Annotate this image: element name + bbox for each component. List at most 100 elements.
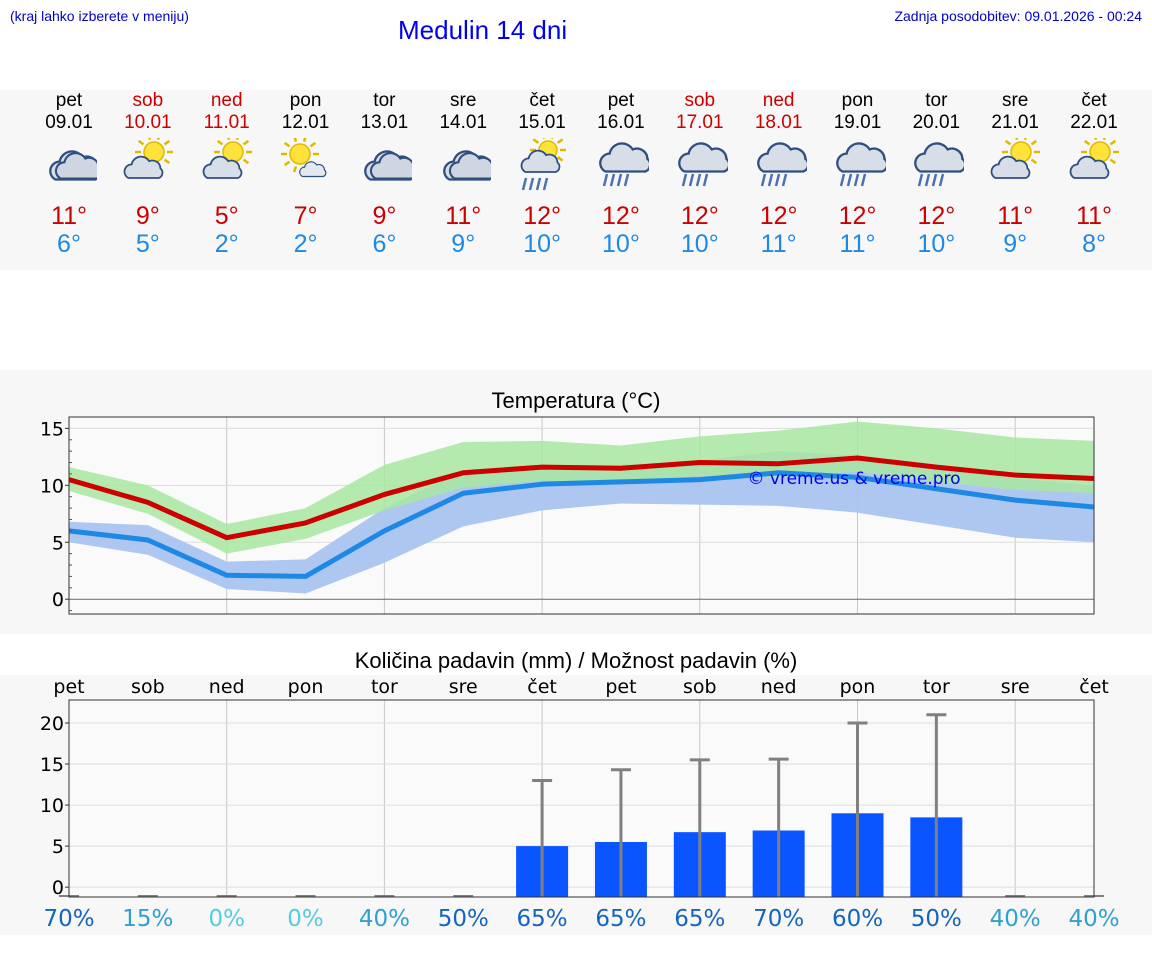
day-name: sre [450, 90, 477, 111]
weather-icon-slot [660, 134, 740, 202]
day-name: pon [289, 90, 322, 111]
precip-chance: 40% [1068, 906, 1119, 932]
precip-chance: 15% [122, 906, 173, 932]
y-tick-label: 15 [40, 418, 64, 440]
rain-icon [835, 142, 886, 187]
sun-cloud-icon [202, 138, 252, 179]
weather-icon-slot [502, 134, 582, 202]
max-temp-band [69, 421, 1095, 554]
min-temp: 2° [293, 230, 318, 258]
min-temp: 11° [839, 230, 876, 258]
day-label: tor [923, 676, 950, 698]
sun-rain-icon [520, 138, 567, 191]
weather-icon-slot [975, 134, 1055, 202]
max-temp: 9° [135, 202, 160, 230]
precip-chance: 65% [674, 906, 725, 932]
max-temp: 5° [214, 202, 239, 230]
max-temp: 7° [293, 202, 318, 230]
min-temp: 10° [523, 230, 561, 258]
day-date: 16.01 [597, 112, 645, 133]
page-title: Medulin 14 dni [398, 15, 568, 45]
forecast-day: sre 14.01 11° 9° [423, 90, 503, 258]
weather-icon-slot [739, 134, 819, 202]
precip-chart-title: Količina padavin (mm) / Možnost padavin … [354, 648, 798, 673]
day-name: pet [55, 90, 83, 111]
weather-icon-slot [1054, 134, 1134, 202]
forecast-day: ned 18.01 12° 11° [739, 90, 819, 258]
forecast-day: ned 11.01 5° 2° [187, 90, 267, 258]
rain-icon [599, 142, 649, 187]
day-label: sob [683, 676, 717, 698]
weather-icon-slot [344, 134, 424, 202]
weather-icon-slot [187, 134, 267, 202]
day-label: sre [449, 676, 478, 698]
sun-cloud-icon [990, 138, 1041, 179]
day-date: 14.01 [439, 112, 488, 133]
y-tick-label: 10 [40, 475, 64, 497]
day-date: 09.01 [45, 112, 93, 133]
precip-chance: 60% [832, 906, 883, 932]
day-name: čet [529, 90, 555, 111]
day-label: pet [53, 676, 84, 698]
max-temp: 11° [445, 202, 482, 230]
precip-chance: 40% [359, 906, 410, 932]
day-label: tor [371, 676, 398, 698]
weather-icon-slot [29, 134, 109, 202]
day-date: 18.01 [754, 112, 803, 133]
forecast-day: tor 13.01 9° 6° [344, 90, 424, 258]
y-tick-label: 15 [40, 754, 64, 776]
day-label: sob [131, 676, 165, 698]
min-temp: 5° [135, 230, 160, 258]
max-temp: 11° [1076, 202, 1113, 230]
y-tick-label: 10 [40, 795, 64, 817]
forecast-day: sob 17.01 12° 10° [660, 90, 740, 258]
day-name: tor [373, 90, 396, 111]
day-date: 13.01 [360, 112, 409, 133]
plot-frame [68, 699, 1095, 898]
day-date: 15.01 [518, 112, 566, 133]
rain-icon [677, 142, 728, 187]
sun-cloud-icon [1069, 138, 1120, 179]
max-temp: 12° [602, 202, 640, 230]
precip-chance: 65% [595, 906, 646, 932]
cloudy-icon [443, 150, 492, 181]
temp-chart-title: Temperatura (°C) [491, 388, 661, 413]
y-tick-label: 20 [40, 713, 64, 735]
min-temp: 6° [372, 230, 397, 258]
day-name: sob [684, 90, 716, 111]
weather-icon-slot [581, 134, 661, 202]
weather-icon-slot [423, 134, 503, 202]
cloudy-icon [49, 150, 97, 181]
max-temp: 9° [372, 202, 397, 230]
forecast-day: pet 09.01 11° 6° [29, 90, 109, 258]
last-update: Zadnja posodobitev: 09.01.2026 - 00:24 [894, 8, 1142, 24]
day-date: 11.01 [203, 112, 250, 133]
max-temp: 11° [51, 202, 87, 230]
day-label: čet [527, 676, 557, 698]
blank-strip [0, 272, 1152, 366]
y-tick-label: 0 [52, 589, 64, 611]
min-temp: 6° [57, 230, 81, 258]
weather-icon-slot [266, 134, 346, 202]
day-date: 21.01 [991, 112, 1039, 133]
watermark: © vreme.us & vreme.pro [747, 469, 960, 489]
forecast-day: pon 19.01 12° 11° [818, 90, 898, 258]
min-temp: 10° [917, 230, 956, 258]
min-temp: 9° [451, 230, 476, 258]
min-temp-line [68, 470, 1095, 579]
day-label: čet [1079, 676, 1109, 698]
day-label: pon [840, 676, 876, 698]
min-temp: 11° [760, 230, 797, 258]
day-name: pet [607, 90, 635, 111]
day-name: tor [925, 90, 948, 111]
day-date: 22.01 [1070, 112, 1118, 133]
max-temp-line [68, 455, 1095, 541]
location-hint: (kraj lahko izberete v meniju) [10, 8, 189, 24]
day-label: pet [605, 676, 636, 698]
forecast-day: sob 10.01 9° 5° [108, 90, 188, 258]
max-temp: 12° [838, 202, 877, 230]
max-temp: 12° [523, 202, 561, 230]
forecast-day: tor 20.01 12° 10° [896, 90, 976, 258]
day-name: sre [1001, 90, 1029, 111]
precip-chance: 65% [517, 906, 568, 932]
